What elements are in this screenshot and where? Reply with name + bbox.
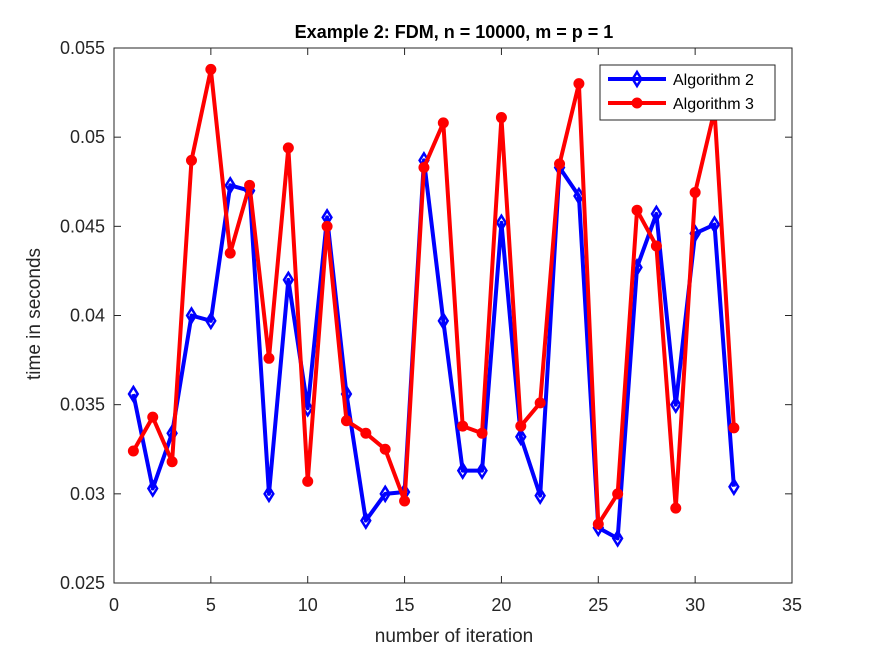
data-point-algorithm-3 xyxy=(147,411,159,423)
data-point-algorithm-2 xyxy=(263,484,275,504)
y-tick-label: 0.05 xyxy=(70,127,105,147)
data-point-algorithm-3 xyxy=(515,420,527,432)
data-point-algorithm-3 xyxy=(728,422,740,434)
data-point-algorithm-2 xyxy=(669,395,682,415)
data-point-algorithm-2 xyxy=(534,486,546,505)
data-point-algorithm-3 xyxy=(244,179,256,191)
data-point-algorithm-2 xyxy=(185,306,198,325)
chart-title: Example 2: FDM, n = 10000, m = p = 1 xyxy=(295,22,614,42)
y-tick-label: 0.03 xyxy=(70,484,105,504)
data-point-algorithm-2 xyxy=(360,511,372,530)
x-tick-label: 20 xyxy=(491,595,511,615)
data-point-algorithm-2 xyxy=(708,215,721,234)
data-point-algorithm-3 xyxy=(321,220,333,232)
data-point-algorithm-3 xyxy=(127,445,139,457)
y-axis-label: time in seconds xyxy=(24,248,45,380)
data-point-algorithm-3 xyxy=(534,397,546,409)
data-point-algorithm-2 xyxy=(205,311,217,331)
data-point-algorithm-3 xyxy=(457,420,469,432)
data-point-algorithm-3 xyxy=(554,158,566,170)
data-point-algorithm-3 xyxy=(185,154,197,166)
x-tick-label: 0 xyxy=(109,595,119,615)
data-point-algorithm-3 xyxy=(399,495,411,507)
legend-label-algorithm-2: Algorithm 2 xyxy=(673,72,754,89)
x-tick-label: 10 xyxy=(298,595,318,615)
plot-area xyxy=(114,48,792,583)
data-point-algorithm-2 xyxy=(650,204,663,224)
legend-box xyxy=(599,64,776,121)
data-point-algorithm-2 xyxy=(456,461,469,481)
data-point-algorithm-3 xyxy=(418,161,430,173)
legend-marker-algorithm-2 xyxy=(631,69,643,89)
data-point-algorithm-2 xyxy=(127,384,140,404)
data-point-algorithm-3 xyxy=(263,352,275,364)
data-point-algorithm-2 xyxy=(379,484,392,504)
series-layer xyxy=(127,63,740,548)
data-point-algorithm-3 xyxy=(495,112,507,124)
data-point-algorithm-3 xyxy=(670,502,682,514)
data-point-algorithm-3 xyxy=(340,415,352,427)
data-point-algorithm-2 xyxy=(611,529,624,548)
data-point-algorithm-3 xyxy=(631,204,643,216)
data-point-algorithm-3 xyxy=(360,427,372,439)
data-point-algorithm-3 xyxy=(282,142,294,154)
axes-layer: 0 5 10 15 20 25 30 35 0.025 0.03 0.035 0.04 0.045 0.0… xyxy=(60,38,802,615)
y-tick-label: 0.055 xyxy=(60,38,105,58)
y-tick-label: 0.045 xyxy=(60,216,105,236)
data-point-algorithm-3 xyxy=(224,247,236,259)
legend-marker-algorithm-3 xyxy=(631,97,643,109)
y-tick-label: 0.025 xyxy=(60,573,105,593)
data-point-algorithm-2 xyxy=(224,175,237,195)
legend-label-algorithm-3: Algorithm 3 xyxy=(673,96,754,113)
data-point-algorithm-3 xyxy=(302,475,314,487)
data-point-algorithm-2 xyxy=(728,477,740,497)
y-tick-label: 0.04 xyxy=(70,306,105,326)
x-tick-label: 30 xyxy=(685,595,705,615)
data-point-algorithm-2 xyxy=(495,213,508,233)
data-point-algorithm-2 xyxy=(146,479,159,498)
series-line-algorithm-3 xyxy=(131,67,736,527)
data-point-algorithm-2 xyxy=(514,427,527,447)
x-axis-label: number of iteration xyxy=(375,626,533,647)
x-tick-label: 5 xyxy=(206,595,216,615)
data-point-algorithm-3 xyxy=(592,518,604,530)
data-point-algorithm-3 xyxy=(689,186,701,198)
data-point-algorithm-3 xyxy=(166,456,178,468)
data-point-algorithm-3 xyxy=(650,240,662,252)
data-point-algorithm-2 xyxy=(476,461,488,481)
data-point-algorithm-3 xyxy=(437,117,449,129)
x-tick-label: 15 xyxy=(395,595,415,615)
data-point-algorithm-3 xyxy=(476,427,488,439)
x-tick-label: 25 xyxy=(588,595,608,615)
legend: Algorithm 2 Algorithm 3 xyxy=(599,64,776,121)
x-tick-label: 35 xyxy=(782,595,802,615)
data-point-algorithm-2 xyxy=(282,270,295,290)
data-point-algorithm-3 xyxy=(205,63,217,75)
data-point-algorithm-3 xyxy=(612,488,624,500)
y-tick-label: 0.035 xyxy=(60,395,105,415)
data-point-algorithm-3 xyxy=(573,78,585,90)
data-point-algorithm-3 xyxy=(379,443,391,455)
data-point-algorithm-2 xyxy=(437,311,450,331)
series-algorithm-3 xyxy=(127,63,740,530)
